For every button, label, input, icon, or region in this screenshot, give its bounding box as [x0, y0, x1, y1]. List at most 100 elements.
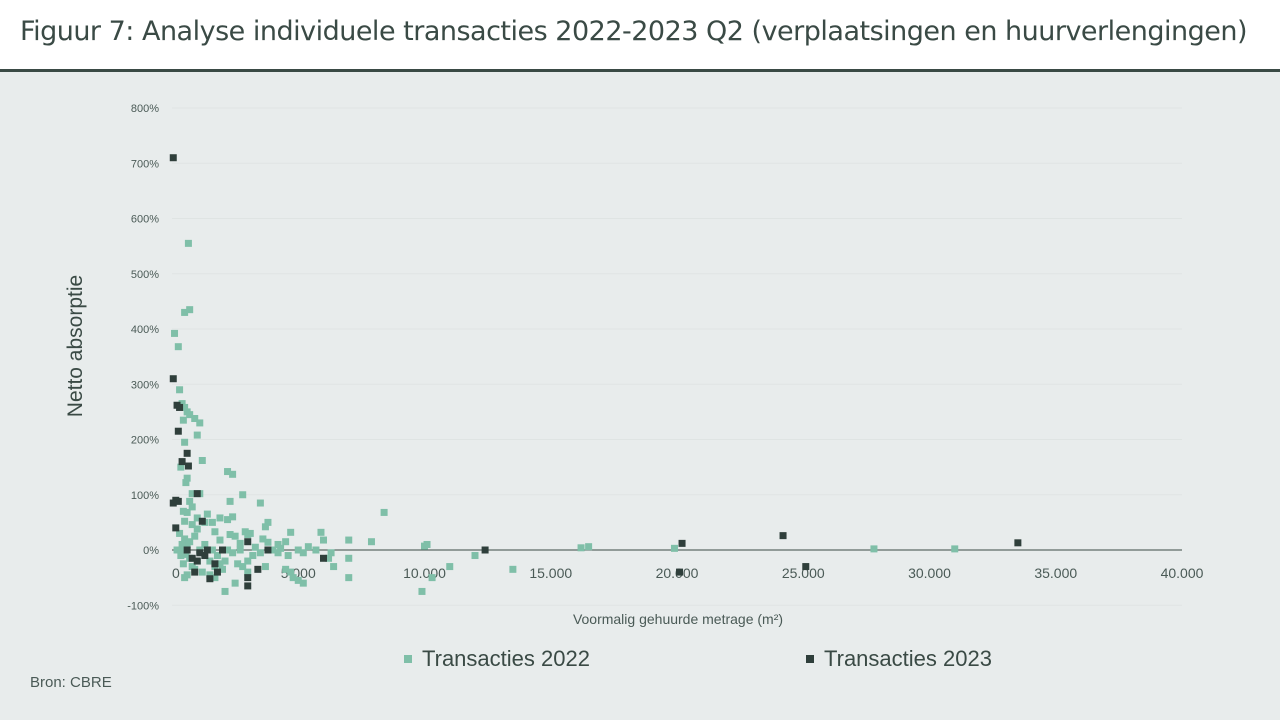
data-point-2022 [236, 539, 244, 547]
legend-label-2022: Transacties 2022 [422, 646, 590, 671]
data-point-2022 [294, 546, 302, 554]
data-point-2022 [327, 549, 335, 557]
data-point-2022 [208, 518, 216, 526]
x-tick-labels: 05.00010.00015.00020.00025.00030.00035.0… [172, 565, 1204, 581]
data-point-2022 [231, 579, 239, 587]
series-2023 [169, 154, 1022, 590]
data-point-2022 [216, 536, 224, 544]
data-point-2022 [249, 552, 257, 560]
x-axis-label: Voormalig gehuurde metrage (m²) [573, 611, 783, 627]
data-point-2023 [183, 449, 191, 457]
data-point-2022 [269, 546, 277, 554]
data-point-2022 [312, 546, 320, 554]
data-point-2022 [224, 546, 232, 554]
data-point-2022 [181, 574, 189, 582]
data-point-2023 [211, 560, 219, 568]
y-tick-label: 0% [143, 545, 159, 557]
data-point-2022 [173, 546, 181, 554]
data-point-2022 [367, 538, 375, 546]
data-point-2022 [670, 544, 678, 552]
x-tick-label: 30.000 [908, 565, 951, 581]
legend-item-2022: Transacties 2022 [404, 646, 590, 672]
data-point-2022 [585, 543, 593, 551]
source-note: Bron: CBRE [30, 674, 112, 691]
data-point-2022 [171, 329, 179, 337]
data-point-2022 [325, 554, 333, 562]
header-bar: Figuur 7: Analyse individuele transactie… [0, 0, 1280, 72]
data-point-2022 [299, 579, 307, 587]
data-point-2023 [198, 517, 206, 525]
data-point-2023 [219, 546, 226, 554]
x-tick-label: 15.000 [529, 565, 572, 581]
data-point-2022 [282, 538, 290, 546]
data-point-2022 [294, 576, 302, 584]
data-point-2022 [577, 544, 585, 552]
x-tick-label: 35.000 [1034, 565, 1077, 581]
data-point-2022 [193, 525, 201, 533]
data-point-2023 [169, 499, 177, 507]
x-tick-label: 0 [172, 565, 180, 581]
data-point-2023 [203, 546, 211, 554]
data-point-2023 [244, 582, 252, 590]
legend-swatch-2023 [806, 655, 814, 663]
data-point-2022 [330, 563, 338, 571]
data-point-2022 [184, 239, 192, 247]
data-point-2023 [254, 565, 262, 573]
data-point-2022 [188, 521, 196, 529]
data-point-2022 [256, 499, 264, 507]
data-point-2022 [211, 574, 219, 582]
data-point-2023 [172, 524, 180, 532]
data-point-2023 [201, 552, 209, 560]
data-point-2022 [196, 419, 204, 427]
legend-label-2023: Transacties 2023 [824, 646, 992, 671]
data-point-2022 [226, 531, 234, 539]
data-point-2022 [239, 563, 247, 571]
data-point-2022 [181, 438, 189, 446]
data-point-2022 [181, 308, 189, 316]
data-point-2022 [274, 540, 282, 548]
data-point-2022 [183, 508, 191, 516]
data-point-2022 [345, 536, 353, 544]
data-point-2023 [183, 546, 191, 554]
x-tick-label: 10.000 [403, 565, 446, 581]
data-point-2023 [188, 554, 196, 562]
data-point-2022 [176, 529, 184, 537]
data-point-2022 [244, 531, 252, 539]
data-point-2022 [219, 565, 226, 573]
grid-lines [172, 107, 1182, 606]
data-point-2022 [176, 386, 184, 394]
data-point-2022 [251, 543, 259, 551]
data-point-2023 [320, 554, 327, 562]
data-point-2022 [186, 497, 194, 505]
data-point-2022 [236, 546, 244, 554]
y-tick-label: 500% [131, 269, 159, 281]
data-point-2022 [509, 565, 517, 573]
data-point-2022 [198, 456, 206, 464]
data-point-2022 [229, 513, 237, 521]
data-point-2022 [191, 415, 199, 423]
data-point-2022 [287, 528, 295, 536]
y-tick-label: 100% [131, 490, 159, 502]
y-tick-label: 800% [131, 103, 159, 115]
data-point-2022 [206, 571, 214, 579]
data-point-2022 [182, 479, 190, 487]
data-point-2022 [345, 574, 353, 582]
data-point-2022 [201, 540, 209, 548]
data-point-2022 [188, 490, 196, 498]
data-point-2022 [229, 470, 237, 478]
data-point-2022 [216, 560, 224, 568]
data-point-2023 [191, 568, 199, 576]
data-point-2023 [264, 546, 272, 554]
data-point-2022 [226, 497, 234, 505]
data-point-2022 [178, 400, 186, 408]
data-point-2022 [182, 550, 190, 558]
data-point-2023 [481, 546, 489, 554]
data-point-2022 [471, 552, 479, 560]
data-point-2023 [802, 563, 810, 571]
data-point-2023 [184, 462, 192, 470]
data-point-2023 [678, 539, 686, 547]
y-tick-label: -100% [127, 600, 159, 612]
data-point-2022 [870, 545, 878, 553]
data-point-2023 [213, 568, 221, 576]
legend-item-2023: Transacties 2023 [806, 646, 992, 672]
